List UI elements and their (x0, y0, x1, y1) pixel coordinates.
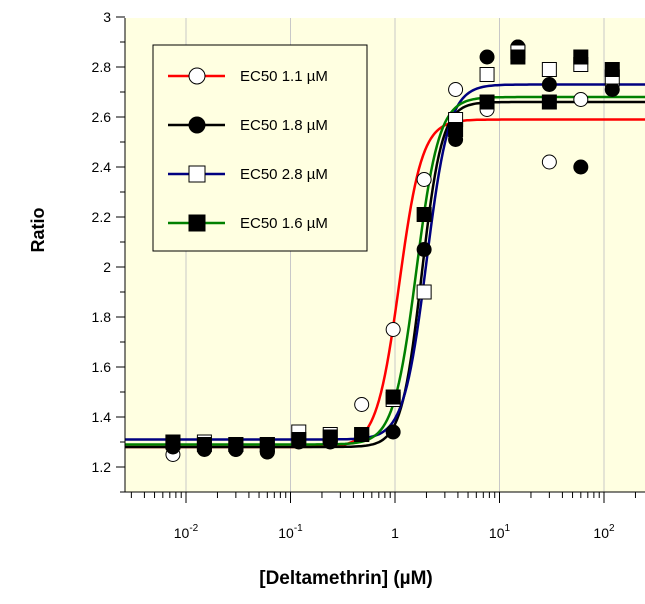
data-point (354, 427, 370, 442)
y-tick-label: 1.2 (92, 459, 112, 475)
y-tick-label: 2.8 (92, 59, 112, 75)
y-tick-label: 2.6 (92, 109, 112, 125)
data-point (385, 389, 401, 405)
data-point (291, 432, 307, 447)
data-point (573, 159, 589, 175)
data-point (354, 397, 370, 412)
data-point (196, 437, 212, 452)
legend-label: EC50 1.1 µM (240, 68, 328, 85)
data-point (165, 434, 181, 450)
data-point (479, 94, 495, 110)
y-tick-label: 2.4 (92, 159, 112, 175)
data-point (188, 165, 206, 183)
data-point (510, 49, 526, 65)
data-point (573, 49, 589, 65)
y-tick-label: 1.8 (92, 309, 112, 325)
data-point (188, 214, 206, 232)
data-point (541, 77, 557, 92)
x-axis-label: [Deltamethrin] (µM) (259, 568, 433, 589)
data-point (228, 437, 244, 452)
data-point (322, 429, 338, 445)
data-point (541, 94, 557, 110)
data-point (416, 207, 432, 222)
x-tick-label: 10-2 (174, 523, 199, 541)
data-point (479, 67, 495, 82)
data-point (479, 49, 495, 65)
y-tick-label: 1.6 (92, 359, 112, 375)
data-point (604, 82, 620, 97)
data-point (448, 122, 464, 137)
y-tick-label: 2.2 (92, 209, 112, 225)
x-tick-label: 1 (391, 525, 399, 541)
data-point (188, 116, 206, 134)
data-point (259, 437, 275, 452)
legend-label: EC50 1.8 µM (240, 117, 328, 134)
legend-label: EC50 1.6 µM (240, 215, 328, 232)
axes: 1.2 1.4 1.6 1.8 2 2.2 2.4 2.6 2.8 3 10-2 10-1 1 101 10… (92, 9, 645, 541)
data-point (385, 424, 401, 440)
data-point (448, 82, 464, 97)
y-tick-label: 1.4 (92, 409, 112, 425)
legend: EC50 1.1 µM EC50 1.8 µM EC50 2.8 µM EC50 1.… (152, 44, 368, 252)
data-point (541, 62, 557, 77)
data-point (416, 172, 432, 187)
x-tick-label: 102 (593, 523, 615, 541)
data-point (188, 67, 206, 85)
y-tick-label: 3 (103, 9, 111, 25)
x-tick-label: 10-1 (278, 523, 303, 541)
data-point (385, 322, 401, 337)
data-point (541, 154, 557, 170)
legend-label: EC50 2.8 µM (240, 166, 328, 183)
data-point (416, 242, 432, 257)
data-point (604, 62, 620, 77)
data-point (573, 92, 589, 107)
y-axis-label: Ratio (28, 207, 48, 252)
data-point (416, 284, 432, 300)
data-points (165, 39, 620, 462)
x-tick-label: 101 (489, 523, 511, 541)
y-tick-label: 2 (103, 259, 111, 275)
